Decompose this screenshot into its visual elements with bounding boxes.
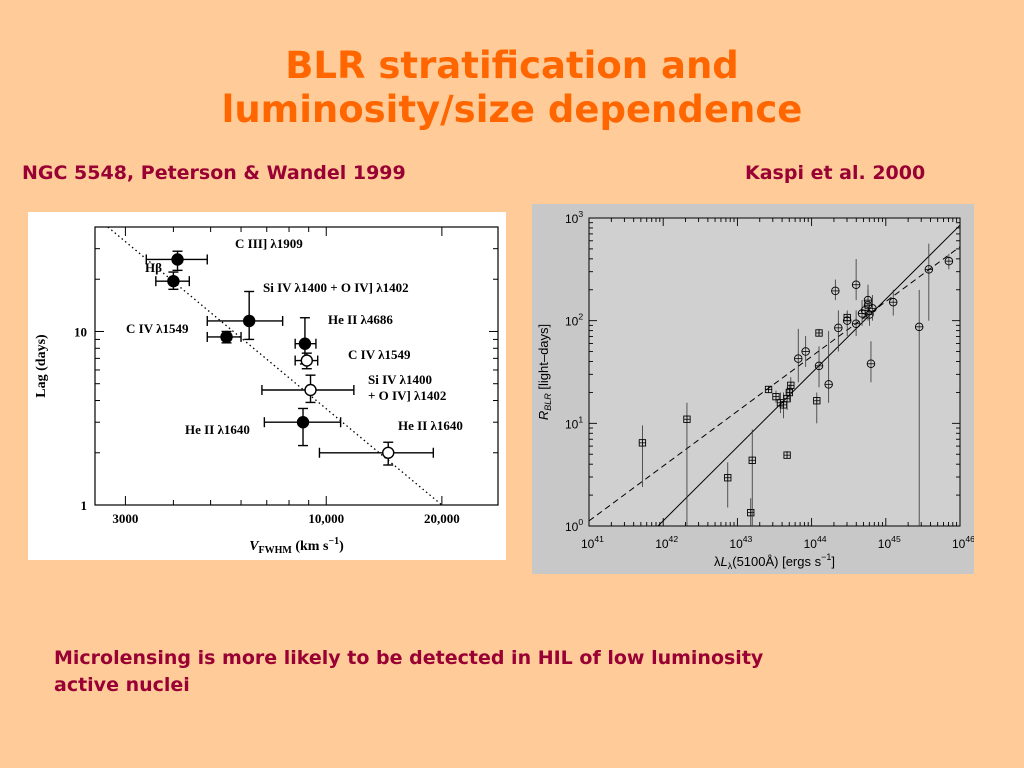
x-tick-label: 1042 <box>655 534 678 551</box>
lag-vs-velocity-figure: 3000 10,000 20,000 1 10 VFWHM (km s−1) Lag (da… <box>28 212 506 560</box>
fit-line <box>107 226 443 506</box>
point-label: C III] λ1909 <box>235 236 303 251</box>
radius-luminosity-chart: 1041 1042 1043 1044 1045 1046 100 101 102 103 λLλ(… <box>536 209 975 571</box>
square-data-point <box>779 392 788 419</box>
square-data-point <box>813 392 821 424</box>
open-marker <box>300 354 314 367</box>
square-data-point <box>772 390 780 403</box>
left-figure-caption: NGC 5548, Peterson & Wandel 1999 <box>22 162 406 184</box>
square-data-point <box>785 384 793 401</box>
plot-frame <box>94 226 499 506</box>
footer-note: Microlensing is more likely to be detect… <box>54 645 954 699</box>
x-axis-label: VFWHM (km s−1) <box>249 536 344 556</box>
square-data-point <box>724 462 732 508</box>
x-tick-label: 1046 <box>952 534 974 551</box>
circle-data-point <box>914 289 924 526</box>
circle-data-point <box>801 336 810 367</box>
plot-frame <box>588 217 961 527</box>
data-point <box>155 271 191 290</box>
circle-data-point <box>888 289 898 316</box>
point-label: + O IV] λ1402 <box>368 388 446 403</box>
circle-data-point <box>866 341 876 383</box>
square-data-point <box>747 498 755 526</box>
open-marker <box>382 446 395 459</box>
circle-data-point <box>944 253 954 270</box>
dashed-fit-line <box>588 246 961 522</box>
filled-marker <box>167 274 180 288</box>
x-tick-label: 20,000 <box>424 511 460 526</box>
data-point <box>263 407 342 447</box>
square-data-point <box>783 451 791 459</box>
square-data-point <box>764 385 773 394</box>
point-label: He II λ1640 <box>398 418 463 433</box>
circle-data-point <box>851 310 861 337</box>
data-point <box>206 290 284 341</box>
square-data-point <box>748 429 756 526</box>
square-data-point <box>787 377 795 393</box>
slide-title: BLR stratification and luminosity/size d… <box>0 44 1024 132</box>
data-point <box>206 330 242 344</box>
data-point <box>318 441 435 466</box>
filled-marker <box>242 314 256 328</box>
footer-line-2: active nuclei <box>54 674 190 696</box>
y-tick-label: 10 <box>74 324 87 339</box>
point-label: C IV λ1549 <box>348 347 411 362</box>
y-tick-label: 103 <box>565 209 583 226</box>
right-figure-caption: Kaspi et al. 2000 <box>745 162 926 184</box>
footer-line-1: Microlensing is more likely to be detect… <box>54 647 764 669</box>
y-tick-label: 101 <box>565 414 583 431</box>
x-tick-label: 1043 <box>729 534 752 551</box>
x-tick-label: 1044 <box>804 534 827 551</box>
circle-data-point <box>824 330 833 403</box>
circle-data-point <box>793 328 803 383</box>
point-label: Hβ <box>145 260 162 275</box>
filled-marker <box>298 337 312 350</box>
y-tick-label: 102 <box>565 312 583 329</box>
title-line-2: luminosity/size dependence <box>221 88 803 131</box>
point-label: Si IV λ1400 + O IV] λ1402 <box>263 280 409 295</box>
circle-data-point <box>842 310 852 337</box>
x-tick-label: 3000 <box>112 511 138 526</box>
solid-fit-line <box>657 224 961 527</box>
circle-data-point <box>863 284 873 316</box>
y-tick-label: 1 <box>81 498 88 513</box>
circle-data-point <box>814 346 824 388</box>
square-data-point <box>638 425 647 487</box>
point-label: Si IV λ1400 <box>368 372 432 387</box>
filled-marker <box>296 416 310 429</box>
open-marker <box>304 383 317 397</box>
data-point <box>145 250 208 272</box>
data-point <box>294 352 319 370</box>
title-line-1: BLR stratification and <box>285 44 739 87</box>
x-tick-label: 10,000 <box>308 511 344 526</box>
filled-marker <box>171 253 184 266</box>
x-axis-label: λLλ(5100Å) [ergs s−1] <box>714 552 835 571</box>
circle-data-point <box>924 243 934 321</box>
data-point <box>261 374 355 404</box>
y-tick-label: 100 <box>565 517 583 534</box>
x-tick-label: 1041 <box>581 534 604 551</box>
y-axis-label: RBLR [light–days] <box>536 324 553 420</box>
circle-data-point <box>851 259 861 301</box>
x-tick-label: 1045 <box>878 534 901 551</box>
y-axis-label: Lag (days) <box>34 334 49 398</box>
radius-luminosity-figure: 1041 1042 1043 1044 1045 1046 100 101 102 103 λLλ(… <box>532 204 975 574</box>
filled-marker <box>220 330 233 344</box>
circle-data-point <box>834 310 843 352</box>
lag-vs-velocity-chart: 3000 10,000 20,000 1 10 VFWHM (km s−1) Lag (da… <box>34 226 499 556</box>
square-data-point <box>683 402 691 526</box>
point-label: He II λ4686 <box>328 312 393 327</box>
point-label: He II λ1640 <box>185 422 250 437</box>
circle-data-point <box>831 279 840 301</box>
point-label: C IV λ1549 <box>126 321 189 336</box>
square-data-point <box>815 328 823 337</box>
circle-data-point <box>868 295 877 321</box>
